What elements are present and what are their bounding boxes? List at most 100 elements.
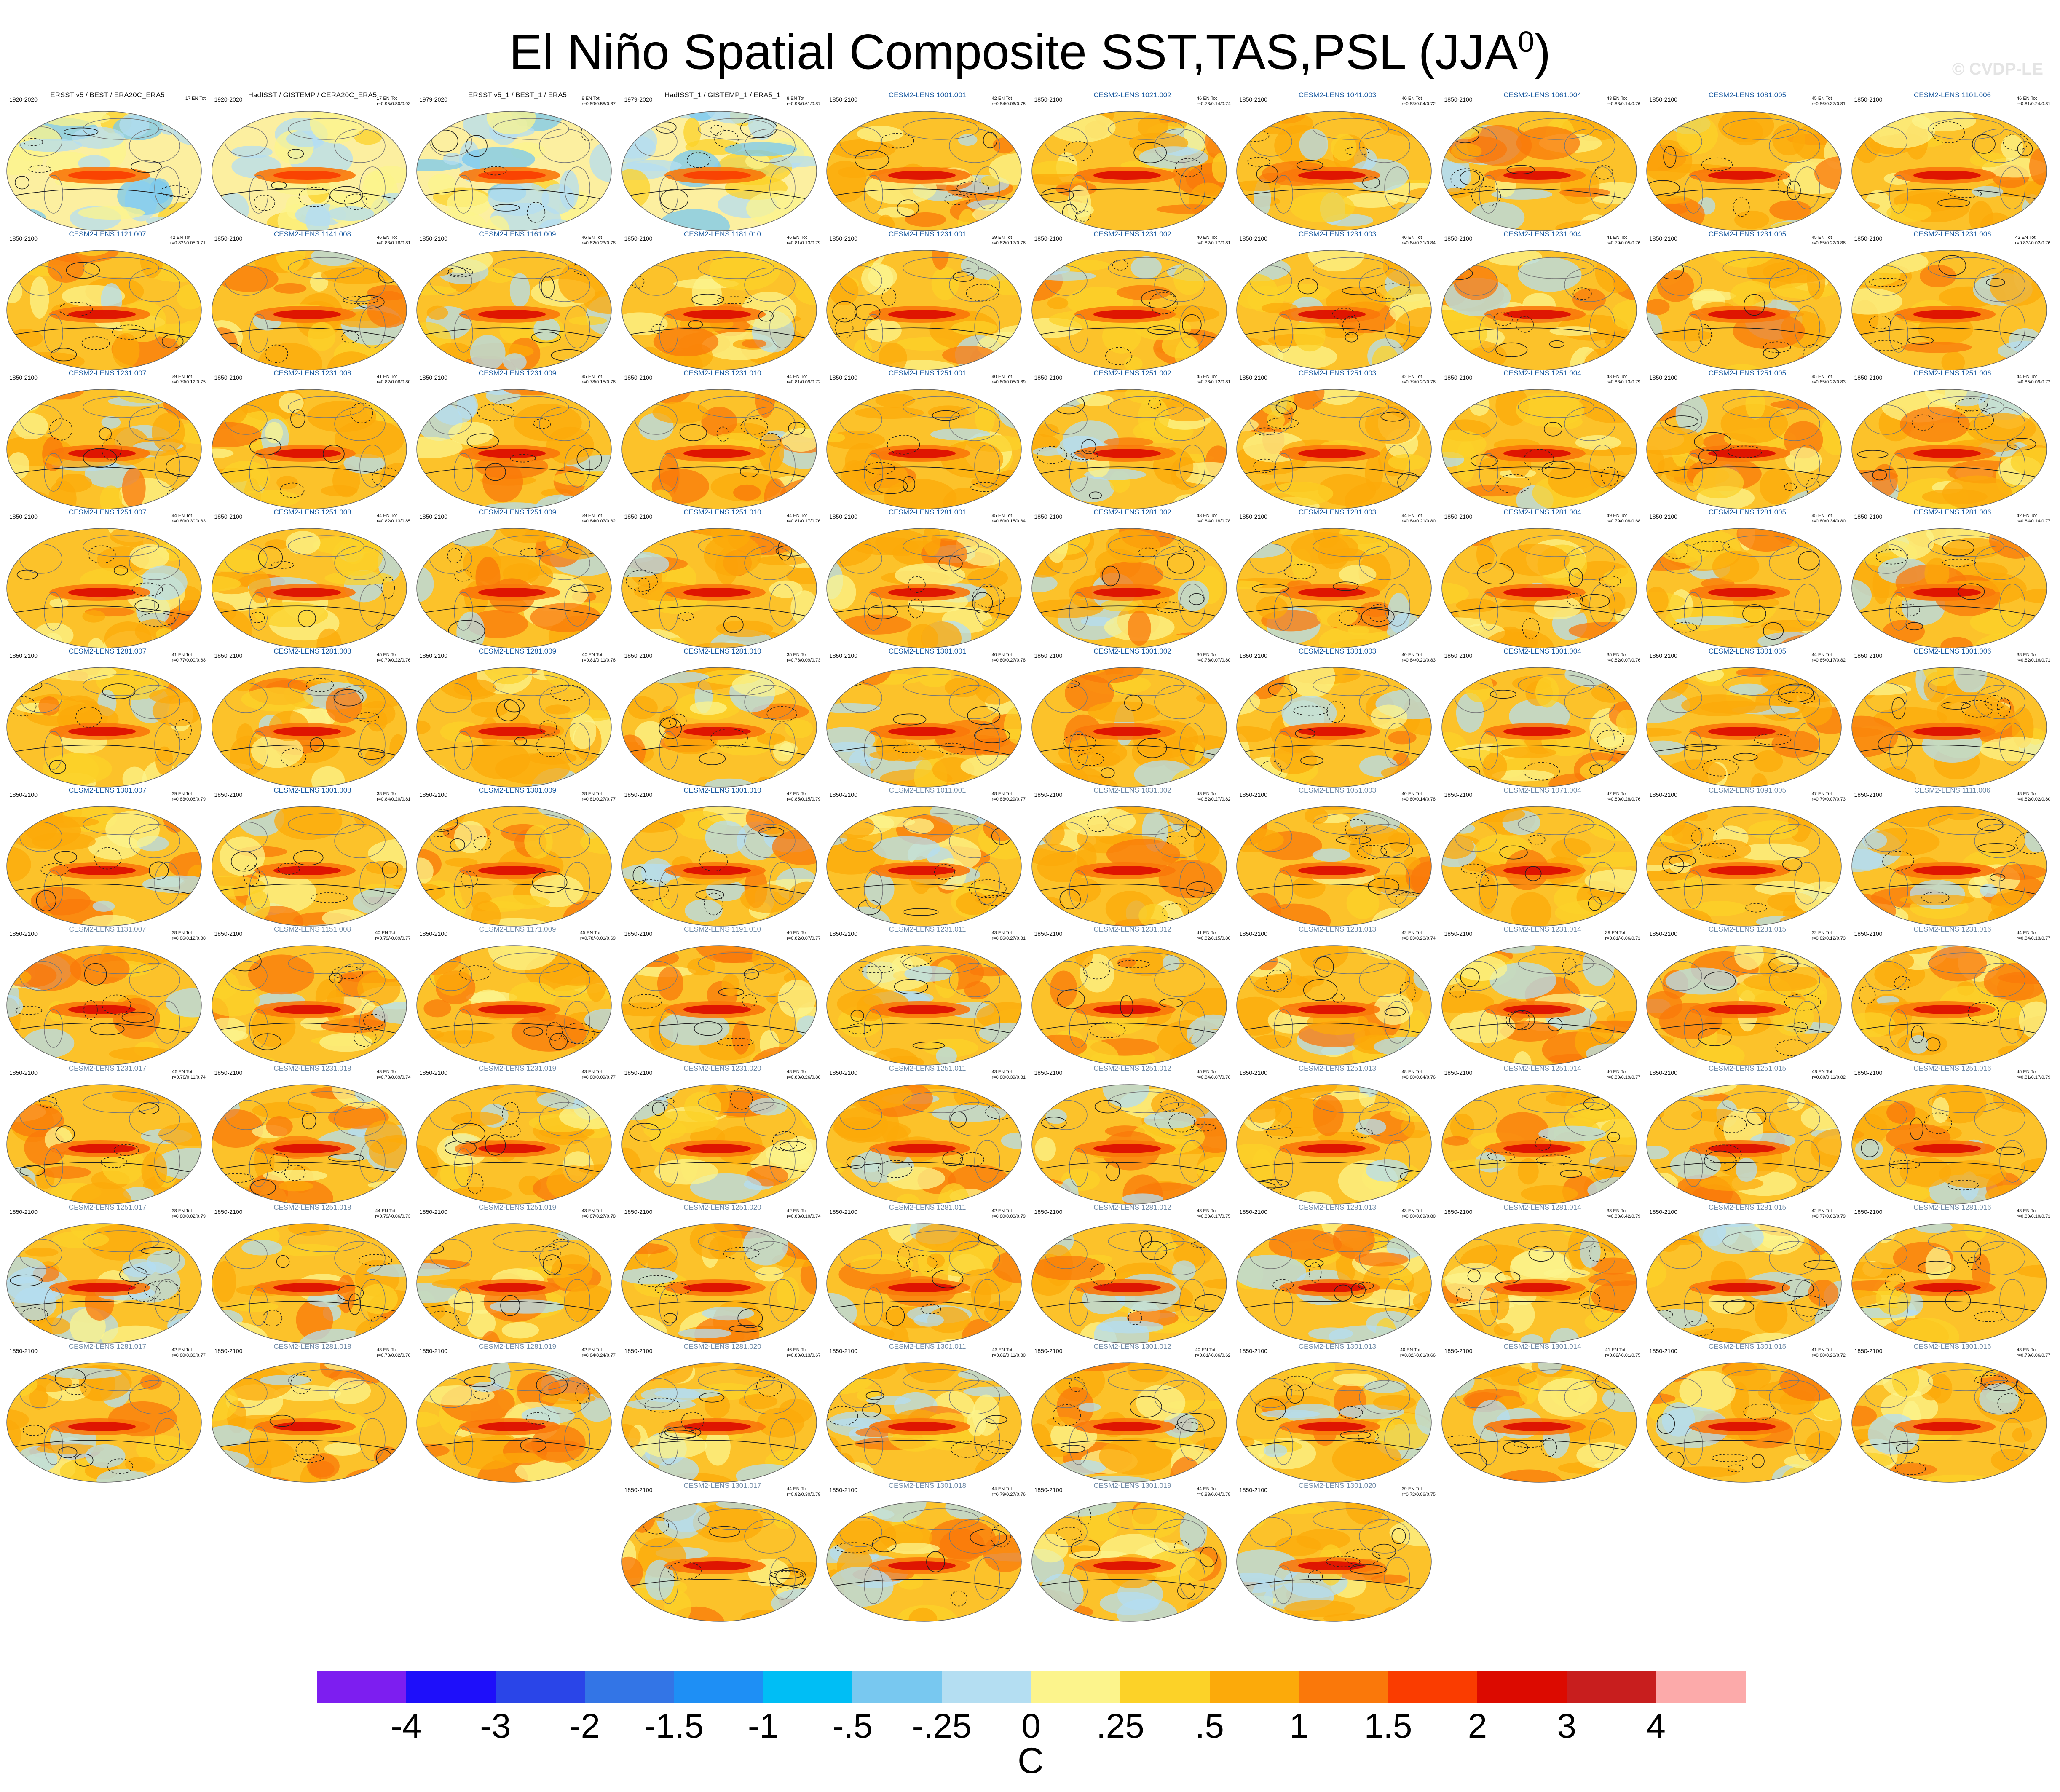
map-plot	[1031, 1084, 1227, 1205]
map-panel: CESM2-LENS 1281.017 1850-2100 42 EN Tot r=…	[5, 1342, 210, 1486]
panel-years: 1850-2100	[829, 235, 857, 242]
map-panel: CESM2-LENS 1231.004 1850-2100 41 EN Tot r=…	[1440, 230, 1645, 373]
panel-years: 1850-2100	[1034, 513, 1063, 520]
map-plot	[416, 389, 612, 509]
map-plot	[621, 250, 817, 370]
panel-title: CESM2-LENS 1251.015	[1708, 1064, 1787, 1072]
map-plot	[1031, 806, 1227, 927]
map-panel: CESM2-LENS 1141.008 1850-2100 46 EN Tot r=…	[210, 230, 415, 373]
panel-stats: 40 EN Tot r=0.79/-0.09/0.77	[375, 930, 411, 941]
map-panel: CESM2-LENS 1301.017 1850-2100 44 EN Tot r=…	[620, 1481, 825, 1625]
panel-title: CESM2-LENS 1141.008	[273, 230, 351, 238]
panel-stats: 39 EN Tot r=0.84/0.07/0.82	[581, 513, 616, 524]
map-plot	[621, 528, 817, 648]
panel-title: CESM2-LENS 1231.011	[889, 925, 966, 933]
panel-years: 1850-2100	[1854, 791, 1883, 798]
map-panel: CESM2-LENS 1281.003 1850-2100 44 EN Tot r=…	[1235, 508, 1440, 651]
map-panel: CESM2-LENS 1231.010 1850-2100 44 EN Tot r=…	[620, 369, 825, 512]
panel-years: 1850-2100	[829, 652, 857, 659]
map-plot	[826, 1362, 1022, 1483]
panel-stats: 43 EN Tot r=0.82/0.27/0.82	[1197, 791, 1231, 802]
map-plot	[211, 111, 407, 231]
panel-stats: 35 EN Tot r=0.78/0.09/0.73	[787, 652, 821, 663]
panel-stats: 40 EN Tot r=0.80/0.14/0.78	[1401, 791, 1436, 802]
map-panel: CESM2-LENS 1281.013 1850-2100 43 EN Tot r=…	[1235, 1203, 1440, 1347]
map-panel: HadISST / GISTEMP / CERA20C_ERA5 1920-202…	[210, 91, 415, 234]
map-panel: CESM2-LENS 1101.006 1850-2100 46 EN Tot r=…	[1850, 91, 2055, 234]
map-panel: CESM2-LENS 1281.011 1850-2100 42 EN Tot r=…	[825, 1203, 1030, 1347]
title-text: El Niño Spatial Composite SST,TAS,PSL (J…	[509, 24, 1518, 80]
map-plot	[416, 945, 612, 1066]
map-plot	[1851, 1223, 2047, 1344]
panel-years: 1850-2100	[1854, 235, 1883, 242]
panel-stats: 8 EN Tot r=0.89/0.58/0.87	[581, 96, 616, 107]
map-panel: CESM2-LENS 1281.001 1850-2100 45 EN Tot r=…	[825, 508, 1030, 651]
colorbar-units-label: C	[1017, 1741, 1044, 1781]
panel-years: 1850-2100	[624, 1069, 653, 1076]
map-panel: CESM2-LENS 1231.019 1850-2100 43 EN Tot r=…	[415, 1064, 620, 1208]
panel-title: CESM2-LENS 1091.005	[1708, 786, 1787, 794]
panel-title: CESM2-LENS 1061.004	[1503, 91, 1581, 99]
panel-years: 1850-2100	[624, 652, 653, 659]
panel-years: 1850-2100	[1854, 1069, 1883, 1076]
map-plot	[211, 250, 407, 370]
map-panel: CESM2-LENS 1231.014 1850-2100 39 EN Tot r=…	[1440, 925, 1645, 1069]
panel-title: CESM2-LENS 1301.004	[1503, 647, 1581, 655]
map-plot	[416, 528, 612, 648]
panel-years: 1850-2100	[1034, 1347, 1063, 1354]
panel-stats: 46 EN Tot r=0.78/0.14/0.74	[1197, 96, 1231, 107]
map-panel: CESM2-LENS 1281.008 1850-2100 45 EN Tot r=…	[210, 647, 415, 790]
map-plot	[1646, 1223, 1842, 1344]
map-plot	[416, 1084, 612, 1205]
panel-years: 1850-2100	[1649, 1208, 1677, 1215]
panel-stats: 39 EN Tot r=0.83/0.06/0.79	[171, 791, 206, 802]
panel-years: 1850-2100	[829, 96, 857, 103]
panel-stats: 40 EN Tot r=0.82/0.17/0.81	[1197, 235, 1231, 246]
panel-stats: 40 EN Tot r=0.84/0.21/0.83	[1401, 652, 1436, 663]
map-plot	[621, 389, 817, 509]
map-panel: CESM2-LENS 1231.005 1850-2100 45 EN Tot r=…	[1645, 230, 1850, 373]
map-plot	[6, 1084, 202, 1205]
panel-years: 1850-2100	[1239, 235, 1267, 242]
map-plot	[1851, 667, 2047, 788]
map-plot	[6, 111, 202, 231]
panel-years: 1850-2100	[1444, 513, 1473, 520]
map-panel: CESM2-LENS 1301.016 1850-2100 43 EN Tot r=…	[1850, 1342, 2055, 1486]
panel-years: 1850-2100	[419, 513, 447, 520]
map-plot	[826, 250, 1022, 370]
panel-stats: 42 EN Tot r=0.83/-0.02/0.76	[2015, 235, 2051, 246]
panel-title: CESM2-LENS 1281.005	[1708, 508, 1787, 516]
colorbar-swatch	[1656, 1671, 1746, 1703]
panel-title: CESM2-LENS 1281.009	[478, 647, 557, 655]
map-plot	[1236, 945, 1432, 1066]
title-superscript: 0	[1518, 25, 1535, 58]
panel-title: CESM2-LENS 1281.020	[683, 1342, 761, 1350]
panel-title: CESM2-LENS 1281.015	[1708, 1203, 1787, 1211]
colorbar-swatch	[406, 1671, 496, 1703]
map-panel: CESM2-LENS 1281.009 1850-2100 40 EN Tot r=…	[415, 647, 620, 790]
colorbar-swatch	[1388, 1671, 1478, 1703]
map-plot	[1031, 528, 1227, 648]
panel-stats: 44 EN Tot r=0.84/0.13/0.77	[2017, 930, 2051, 941]
map-panel: CESM2-LENS 1301.018 1850-2100 44 EN Tot r=…	[825, 1481, 1030, 1625]
map-plot	[1441, 667, 1637, 788]
panel-stats: 48 EN Tot r=0.82/0.02/0.80	[2017, 791, 2051, 802]
panel-stats: 45 EN Tot r=0.78/-0.01/0.69	[580, 930, 616, 941]
panel-title: CESM2-LENS 1251.005	[1708, 369, 1787, 377]
map-plot	[1236, 667, 1432, 788]
panel-years: 1850-2100	[1649, 930, 1677, 937]
map-panel: CESM2-LENS 1231.009 1850-2100 45 EN Tot r=…	[415, 369, 620, 512]
map-panel: CESM2-LENS 1251.011 1850-2100 43 EN Tot r=…	[825, 1064, 1030, 1208]
panel-years: 1850-2100	[829, 791, 857, 798]
panel-stats: 38 EN Tot r=0.84/0.20/0.81	[377, 791, 411, 802]
panel-stats: 41 EN Tot r=0.79/0.05/0.76	[1607, 235, 1641, 246]
panel-title: CESM2-LENS 1121.007	[69, 230, 146, 238]
panel-years: 1850-2100	[419, 652, 447, 659]
map-panel: HadISST_1 / GISTEMP_1 / ERA5_1 1979-2020 8…	[620, 91, 825, 234]
map-plot	[1441, 1223, 1637, 1344]
panel-title: CESM2-LENS 1101.006	[1913, 91, 1991, 99]
panel-title: CESM2-LENS 1301.014	[1503, 1342, 1581, 1350]
map-panel: CESM2-LENS 1151.008 1850-2100 40 EN Tot r=…	[210, 925, 415, 1069]
panel-stats: 43 EN Tot r=0.87/0.27/0.78	[581, 1208, 616, 1219]
map-plot	[1441, 945, 1637, 1066]
